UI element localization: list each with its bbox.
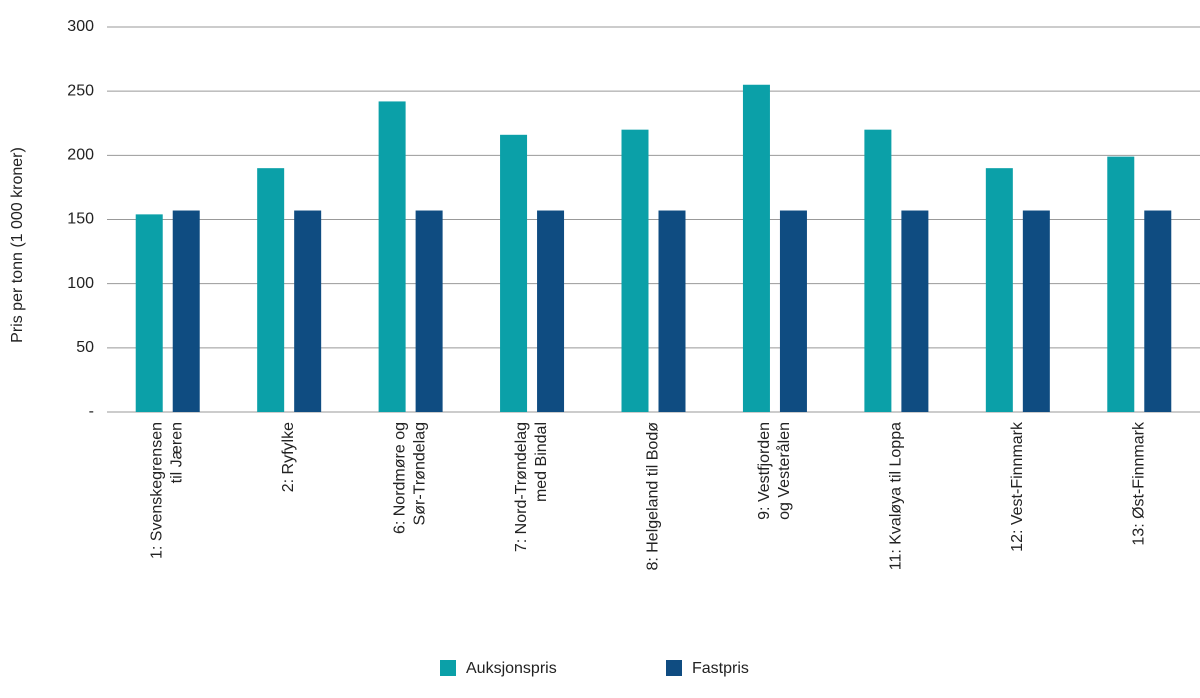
x-tick-group: 12: Vest-Finnmark bbox=[1009, 421, 1026, 552]
y-tick-label: - bbox=[89, 403, 94, 420]
y-tick-label: 200 bbox=[67, 147, 94, 164]
y-tick-label: 100 bbox=[67, 275, 94, 292]
x-tick-label: 12: Vest-Finnmark bbox=[1009, 421, 1026, 552]
x-tick-label: 1: Svenskegrensen til Jæren bbox=[149, 422, 186, 559]
bar bbox=[901, 210, 929, 412]
x-tick-group: 2: Ryfylke bbox=[280, 422, 297, 492]
bar bbox=[742, 84, 770, 412]
y-tick-label: 300 bbox=[67, 18, 94, 35]
x-tick-label: 8: Helgeland til Bodø bbox=[645, 422, 662, 571]
bar bbox=[658, 210, 686, 412]
legend-swatch bbox=[440, 660, 456, 676]
legend-label: Auksjonspris bbox=[466, 660, 557, 677]
x-tick-group: 13: Øst-Finnmark bbox=[1130, 421, 1147, 546]
bar bbox=[294, 210, 322, 412]
x-tick-label: 9: Vestfjorden og Vesterålen bbox=[756, 422, 793, 520]
y-axis-label: Pris per tonn (1 000 kroner) bbox=[9, 147, 26, 343]
x-tick-group: 11: Kvaløya til Loppa bbox=[888, 422, 905, 570]
x-tick-group: 7: Nord-Trøndelag med Bindal bbox=[513, 422, 550, 552]
bar bbox=[1107, 156, 1135, 412]
y-tick-label: 150 bbox=[67, 211, 94, 228]
y-tick-label: 250 bbox=[67, 82, 94, 99]
x-tick-group: 6: Nordmøre og Sør-Trøndelag bbox=[392, 422, 429, 534]
x-tick-group: 9: Vestfjorden og Vesterålen bbox=[756, 422, 793, 520]
bar bbox=[172, 210, 200, 412]
bar bbox=[621, 129, 649, 412]
y-tick-label: 50 bbox=[76, 339, 94, 356]
x-tick-label: 11: Kvaløya til Loppa bbox=[888, 422, 905, 570]
x-tick-label: 2: Ryfylke bbox=[280, 422, 297, 492]
bar bbox=[864, 129, 892, 412]
bar bbox=[378, 101, 406, 412]
bar bbox=[985, 168, 1013, 412]
bar bbox=[1022, 210, 1050, 412]
bar bbox=[537, 210, 565, 412]
x-tick-label: 13: Øst-Finnmark bbox=[1130, 421, 1147, 546]
x-tick-label: 6: Nordmøre og Sør-Trøndelag bbox=[392, 422, 429, 534]
legend-label: Fastpris bbox=[692, 660, 749, 677]
legend-swatch bbox=[666, 660, 682, 676]
bar bbox=[415, 210, 443, 412]
x-tick-group: 8: Helgeland til Bodø bbox=[645, 422, 662, 571]
x-tick-group: 1: Svenskegrensen til Jæren bbox=[149, 422, 186, 559]
bar bbox=[257, 168, 285, 412]
bar bbox=[135, 214, 163, 412]
x-tick-label: 7: Nord-Trøndelag med Bindal bbox=[513, 422, 550, 552]
bar bbox=[500, 134, 528, 413]
bar bbox=[1144, 210, 1172, 412]
bar bbox=[779, 210, 807, 412]
